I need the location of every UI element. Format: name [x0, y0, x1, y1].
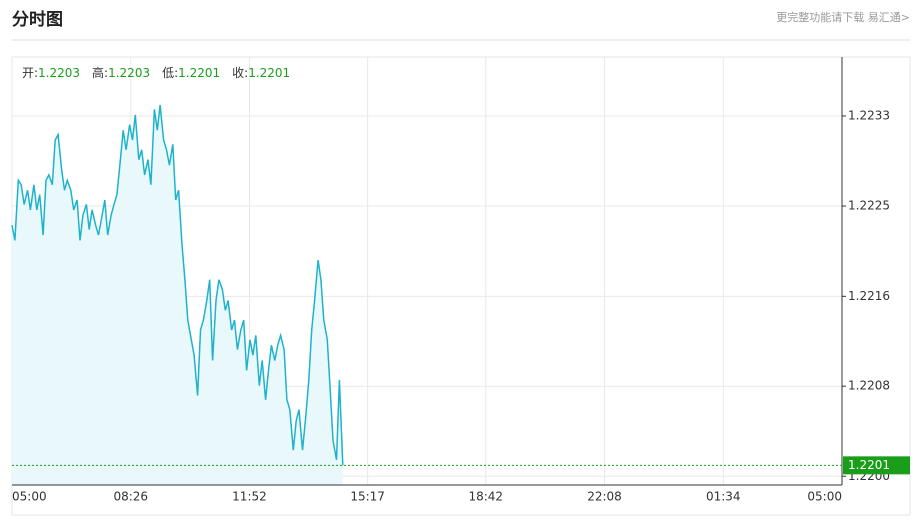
x-tick-label: 01:34: [706, 490, 741, 504]
download-link[interactable]: 更完整功能请下载 易汇通>: [776, 10, 910, 24]
price-line: [11, 104, 344, 466]
x-tick-label: 11:52: [232, 490, 267, 504]
ohlc-value: 1.2203: [38, 66, 80, 80]
x-tick-label: 05:00: [807, 490, 842, 504]
y-tick-label: 1.2233: [848, 108, 890, 122]
page-title: 分时图: [12, 10, 63, 30]
ohlc-value: 1.2203: [108, 66, 150, 80]
y-tick-label: 1.2208: [848, 379, 890, 393]
ohlc-value: 1.2201: [248, 66, 290, 80]
ohlc-info: 开:1.2203 高:1.2203 低:1.2201 收:1.2201: [22, 65, 290, 80]
ohlc-label: 低:: [162, 66, 178, 80]
last-price-box: [843, 456, 910, 475]
x-tick-label: 18:42: [468, 490, 503, 504]
ohlc-label: 开:: [22, 66, 38, 80]
x-tick-label: 15:17: [350, 490, 385, 504]
y-tick-label: 1.2216: [848, 289, 890, 303]
y-tick-label: 1.2225: [848, 199, 890, 213]
area: [12, 105, 343, 485]
ohlc-label: 收:: [232, 66, 248, 80]
x-tick-label: 05:00: [12, 490, 47, 504]
x-tick-label: 08:26: [113, 490, 148, 504]
last-price-label: 1.2201: [848, 458, 890, 472]
x-tick-label: 22:08: [587, 490, 622, 504]
ohlc-label: 高:: [92, 65, 108, 80]
ohlc-value: 1.2201: [178, 66, 220, 80]
